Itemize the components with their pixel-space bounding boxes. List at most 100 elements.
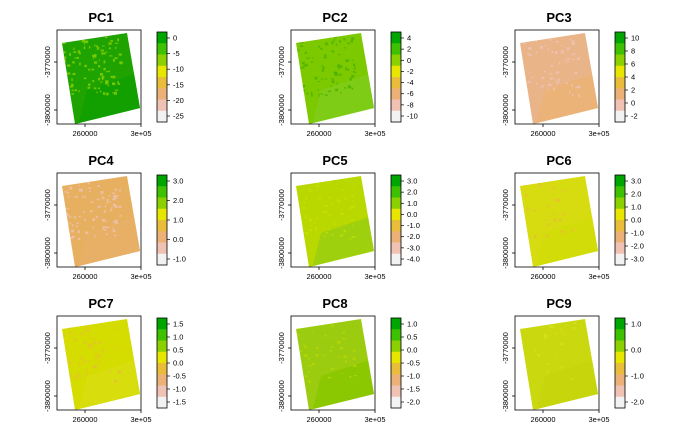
raster-speckle [86,329,90,332]
x-tick-label: 3e+05 [588,129,609,138]
y-tick-label: -3770000 [43,46,52,78]
raster-speckle [301,62,305,65]
raster-speckle [70,38,73,41]
raster-speckle [327,90,332,93]
raster-speckle [553,212,556,215]
raster-speckle [351,75,355,78]
panel-pc5: PC5 260000 3e+05 -3770000 -3800000 3.0 2.0 1.0 0… [277,153,420,281]
raster-speckle [303,65,305,69]
raster-speckle [544,219,548,221]
raster-speckle [304,215,307,218]
raster-speckle [77,230,80,234]
raster-speckle [561,45,563,47]
raster-speckle [296,48,297,50]
legend-tick-label: -1.5 [407,385,420,394]
raster-speckle [99,73,104,76]
panel-title: PC1 [88,10,113,25]
raster-speckle [106,220,108,223]
raster-speckle [562,213,566,215]
raster-speckle [563,59,567,62]
raster-speckle [353,67,356,70]
raster-speckle [307,323,311,326]
raster-speckle [109,201,112,203]
y-tick-label: -3800000 [277,94,286,126]
raster-speckle [576,57,581,60]
legend-swatch [157,197,167,210]
legend-tick-label: 2.0 [407,188,417,197]
raster-speckle [334,187,338,190]
raster-speckle [110,75,113,79]
raster-speckle [106,92,109,96]
x-tick-label: 260000 [530,129,555,138]
raster-speckle [352,200,355,202]
legend-tick-label: -6 [407,89,414,98]
raster-speckle [560,343,564,346]
raster-speckle [116,347,119,351]
raster-speckle [73,38,75,41]
raster-speckle [528,72,531,74]
raster-speckle [528,47,532,50]
raster-speckle [98,65,101,68]
raster-speckle [524,82,526,85]
raster-speckle [98,356,100,358]
raster-speckle [296,194,299,197]
raster-speckle [102,226,107,229]
x-tick-label: 260000 [530,415,555,424]
raster-speckle [69,186,73,190]
plot-frame [514,172,600,268]
raster-speckle [301,85,306,88]
raster-speckle [76,225,78,228]
raster-speckle [103,210,106,213]
raster-speckle [324,211,328,213]
legend-swatch [391,231,401,243]
raster-speckle [100,191,104,194]
legend-swatch [615,77,625,89]
raster-speckle [97,46,100,49]
raster-speckle [68,361,72,364]
raster-speckle [546,370,549,373]
raster-speckle [318,94,320,97]
legend-tick-label: 0.5 [173,346,183,355]
raster-speckle [345,222,347,224]
panel-pc1: PC1 260000 3e+05 -3770000 -3800000 0 -5 -10 -15 -… [43,10,184,138]
x-tick-label: 3e+05 [130,415,151,424]
raster-speckle [68,327,71,329]
raster-speckle [103,67,106,71]
raster-speckle [84,40,89,44]
raster-speckle [340,212,344,215]
raster-speckle [94,54,97,57]
raster-speckle [553,218,557,222]
raster-speckle [105,36,108,38]
raster-speckle [324,78,328,80]
plot-frame [56,172,142,268]
raster-speckle [96,342,98,345]
raster-speckle [311,61,313,63]
raster-speckle [332,50,335,53]
raster-speckle [541,84,544,88]
y-tick-label: -3770000 [501,332,510,364]
raster-speckle [309,228,313,232]
raster-speckle [108,70,110,73]
raster-speckle [529,178,531,182]
y-tick-label: -3770000 [43,189,52,221]
raster-speckle [78,188,82,192]
legend-swatch [615,351,625,364]
raster-speckle [297,326,300,330]
raster-speckle [303,202,305,205]
legend-swatch [615,231,625,243]
raster-speckle [92,58,94,60]
raster-speckle [73,338,77,341]
raster-speckle [65,179,69,182]
raster-speckle [343,230,346,233]
raster-speckle [303,64,306,67]
legend-swatch [391,253,401,266]
raster-speckle [349,77,352,81]
raster-speckle [90,209,92,213]
raster-speckle [62,341,65,344]
raster-speckle [347,42,351,45]
legend-tick-label: 2.0 [631,190,641,199]
raster-speckle [87,182,90,184]
legend-tick-label: -3.0 [631,255,644,264]
panel-pc6: PC6 260000 3e+05 -3770000 -3800000 3.0 2.0 1.0 0… [501,153,644,281]
legend-swatch [157,329,167,341]
